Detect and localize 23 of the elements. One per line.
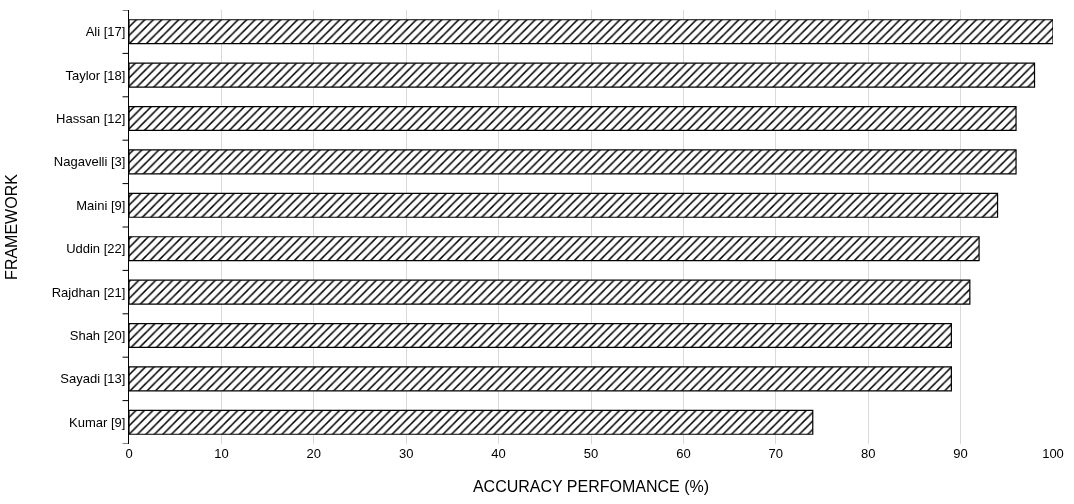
x-tick-label: 40 — [491, 446, 506, 461]
y-tick-label: Shah [20] — [69, 328, 126, 344]
x-tick-label: 30 — [398, 446, 414, 461]
x-tick-label: 90 — [953, 446, 968, 461]
x-tick-label: 20 — [306, 446, 322, 461]
y-tick-label: Hassan [12] — [56, 111, 126, 127]
y-tick-label: Maini [9] — [76, 197, 126, 213]
x-axis-title: ACCURACY PERFOMANCE (%) — [472, 477, 710, 495]
x-tick-label: 60 — [676, 446, 691, 461]
y-tick-label: Nagavelli [3] — [53, 154, 126, 170]
x-tick-label: 100 — [1042, 446, 1064, 461]
x-tick-label: 70 — [768, 446, 784, 461]
y-tick-label: Uddin [22] — [66, 241, 126, 257]
y-tick-label: Rajdhan [21] — [51, 284, 126, 300]
x-tick-label: 10 — [214, 446, 229, 461]
y-tick-label: Taylor [18] — [65, 67, 126, 83]
y-tick-label: Sayadi [13] — [60, 371, 126, 387]
x-tick-label: 0 — [125, 446, 133, 461]
x-tick-label: 80 — [860, 446, 876, 461]
y-tick-label: Kumar [9] — [69, 414, 126, 430]
y-axis-title: FRAMEWORK — [2, 173, 20, 280]
y-tick-label: Ali [17] — [85, 24, 126, 40]
x-tick-label: 50 — [583, 446, 599, 461]
